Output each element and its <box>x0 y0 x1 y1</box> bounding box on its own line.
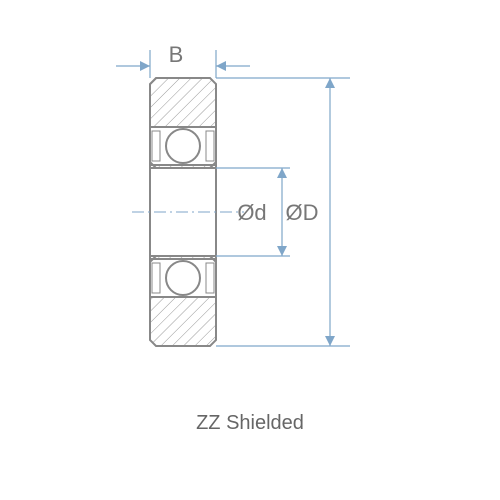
svg-text:Ød: Ød <box>237 200 266 225</box>
bearing-cross-section-svg: B Ød ØD <box>0 20 500 400</box>
diagram-stage: B Ød ØD ZZ Shielded <box>0 0 500 500</box>
caption: ZZ Shielded <box>0 412 500 435</box>
svg-text:B: B <box>169 42 184 67</box>
svg-text:ØD: ØD <box>286 200 319 225</box>
dimension-B: B <box>116 42 250 78</box>
